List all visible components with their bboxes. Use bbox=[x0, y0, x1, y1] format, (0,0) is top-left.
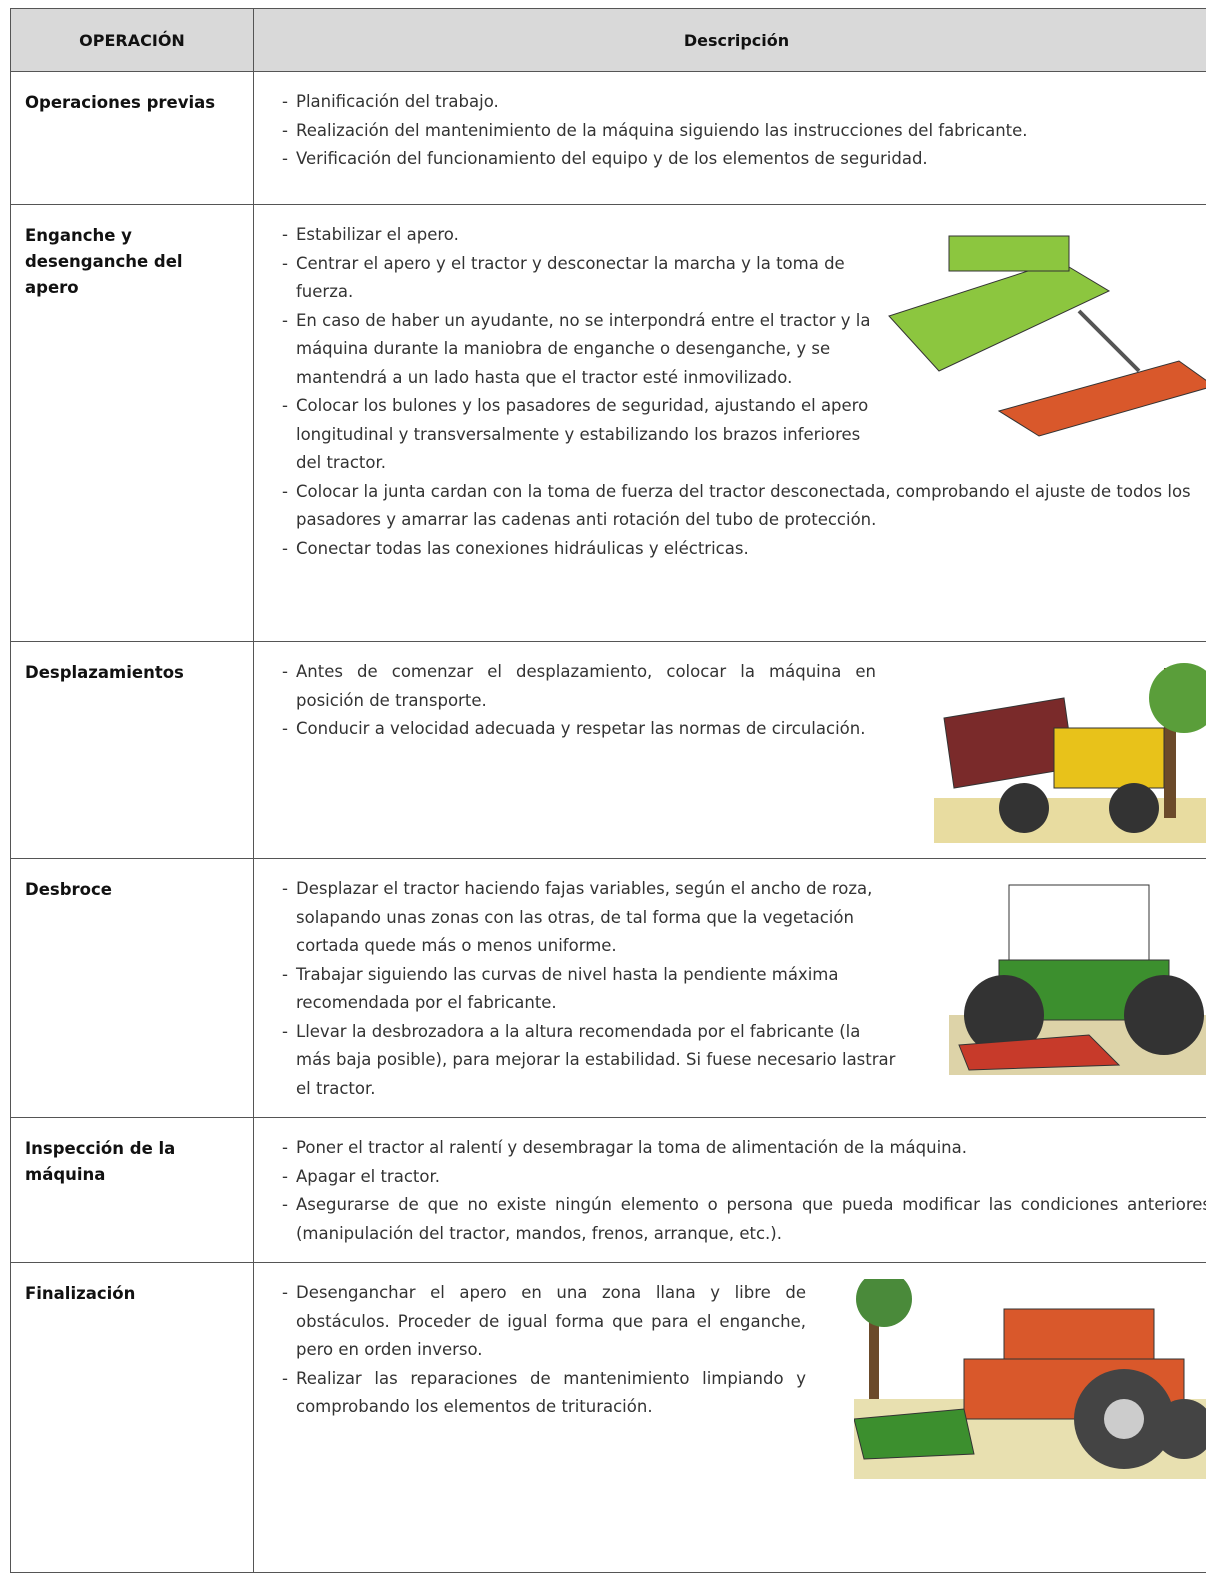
table-row: Desbroce Desplazar el tractor haciendo f… bbox=[11, 859, 1206, 1118]
description-cell: Desplazar el tractor haciendo fajas vari… bbox=[254, 859, 1206, 1118]
page: OPERACIÓN Descripción Operaciones previa… bbox=[0, 0, 1206, 1526]
operation-cell: Inspección de la máquina bbox=[11, 1118, 254, 1263]
description-list: Desenganchar el apero en una zona llana … bbox=[286, 1279, 806, 1422]
description-item: Desenganchar el apero en una zona llana … bbox=[286, 1279, 806, 1365]
description-list: Antes de comenzar el desplazamiento, col… bbox=[286, 658, 876, 744]
description-item: Centrar el apero y el tractor y desconec… bbox=[286, 250, 1206, 307]
description-item: Llevar la desbrozadora a la altura recom… bbox=[286, 1018, 896, 1104]
description-item: En caso de haber un ayudante, no se inte… bbox=[286, 307, 1206, 393]
description-item: Estabilizar el apero. bbox=[286, 221, 1206, 250]
operation-cell: Finalización bbox=[11, 1263, 254, 1573]
machine-illustration bbox=[949, 875, 1206, 1075]
description-item: Colocar los bulones y los pasadores de s… bbox=[286, 392, 1206, 478]
table-row: Inspección de la máquina Poner el tractor… bbox=[11, 1118, 1206, 1263]
description-item: Colocar la junta cardan con la toma de f… bbox=[286, 478, 1206, 535]
operation-cell: Enganche y desenganche del apero bbox=[11, 205, 254, 642]
table-row: Enganche y desenganche del apero Estabil… bbox=[11, 205, 1206, 642]
header-row: OPERACIÓN Descripción bbox=[11, 9, 1206, 72]
description-item: Verificación del funcionamiento del equi… bbox=[286, 145, 1206, 174]
description-item: Antes de comenzar el desplazamiento, col… bbox=[286, 658, 876, 715]
description-cell: Poner el tractor al ralentí y desembraga… bbox=[254, 1118, 1206, 1263]
description-item: Trabajar siguiendo las curvas de nivel h… bbox=[286, 961, 896, 1018]
header-cell: OPERACIÓN bbox=[11, 9, 254, 72]
description-list: Estabilizar el apero.Centrar el apero y … bbox=[286, 221, 1206, 563]
description-cell: Estabilizar el apero.Centrar el apero y … bbox=[254, 205, 1206, 642]
description-item: Realización del mantenimiento de la máqu… bbox=[286, 117, 1206, 146]
table-row: Desplazamientos Antes de comenzar el des… bbox=[11, 642, 1206, 859]
operation-cell: Desplazamientos bbox=[11, 642, 254, 859]
operation-cell: Operaciones previas bbox=[11, 72, 254, 205]
table-row: Operaciones previas Planificación del tra… bbox=[11, 72, 1206, 205]
description-cell: Desenganchar el apero en una zona llana … bbox=[254, 1263, 1206, 1573]
description-item: Poner el tractor al ralentí y desembraga… bbox=[286, 1134, 1206, 1163]
description-item: Realizar las reparaciones de mantenimien… bbox=[286, 1365, 806, 1422]
table-body: Operaciones previas Planificación del tra… bbox=[11, 72, 1206, 1573]
description-item: Conectar todas las conexiones hidráulica… bbox=[286, 535, 1206, 564]
description-list: Poner el tractor al ralentí y desembraga… bbox=[286, 1134, 1206, 1248]
description-item: Conducir a velocidad adecuada y respetar… bbox=[286, 715, 876, 744]
description-cell: Planificación del trabajo.Realización de… bbox=[254, 72, 1206, 205]
machine-illustration bbox=[934, 658, 1206, 843]
operation-cell: Desbroce bbox=[11, 859, 254, 1118]
header-cell: Descripción bbox=[254, 9, 1206, 72]
description-list: Planificación del trabajo.Realización de… bbox=[286, 88, 1206, 174]
description-cell: Antes de comenzar el desplazamiento, col… bbox=[254, 642, 1206, 859]
description-item: Apagar el tractor. bbox=[286, 1163, 1206, 1192]
description-list: Desplazar el tractor haciendo fajas vari… bbox=[286, 875, 896, 1103]
description-item: Planificación del trabajo. bbox=[286, 88, 1206, 117]
operations-table: OPERACIÓN Descripción Operaciones previa… bbox=[10, 8, 1206, 1573]
description-item: Asegurarse de que no existe ningún eleme… bbox=[286, 1191, 1206, 1248]
table-row: Finalización Desenganchar el apero en un… bbox=[11, 1263, 1206, 1573]
machine-illustration bbox=[854, 1279, 1206, 1479]
description-item: Desplazar el tractor haciendo fajas vari… bbox=[286, 875, 896, 961]
